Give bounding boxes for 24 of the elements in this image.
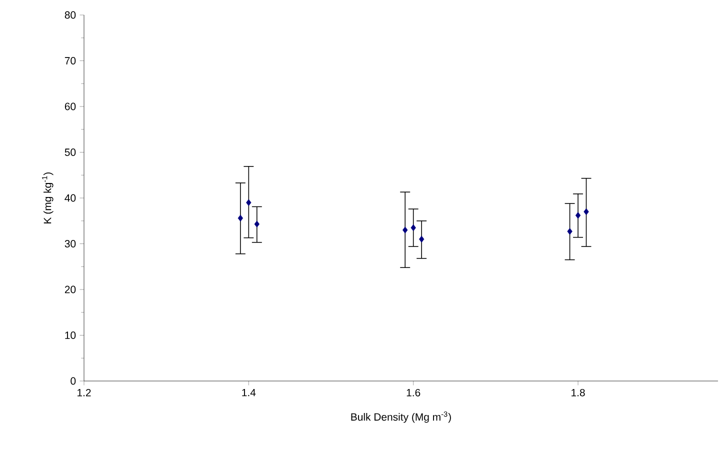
y-tick-label: 80 — [64, 11, 76, 19]
point — [567, 228, 572, 235]
y-tick-label: 40 — [64, 194, 76, 202]
point — [238, 214, 244, 222]
y-tick-label: 70 — [64, 57, 76, 64]
y-tick-label: 10 — [65, 332, 76, 339]
y-tick-label: 0 — [70, 377, 76, 385]
point — [418, 236, 424, 243]
point — [246, 199, 252, 206]
y-axis-title: K (mg kg$^{-1}$) — [42, 172, 54, 224]
point — [584, 208, 589, 216]
x-tick-label: 1.8 — [572, 388, 585, 396]
point — [402, 226, 408, 234]
point — [254, 220, 260, 228]
x-tick-label: 1.2 — [78, 388, 91, 396]
y-tick-label: 30 — [64, 240, 76, 248]
x-tick-label: 1.4 — [242, 388, 256, 396]
point — [410, 224, 416, 232]
x-axis-title: Bulk Density (Mg m$^{-3}$) — [351, 412, 451, 423]
point — [575, 212, 581, 219]
y-tick-label: 50 — [64, 148, 76, 156]
y-tick-label: 20 — [64, 286, 76, 294]
x-tick-label: 1.6 — [406, 388, 420, 396]
y-tick-label: 60 — [64, 102, 76, 110]
